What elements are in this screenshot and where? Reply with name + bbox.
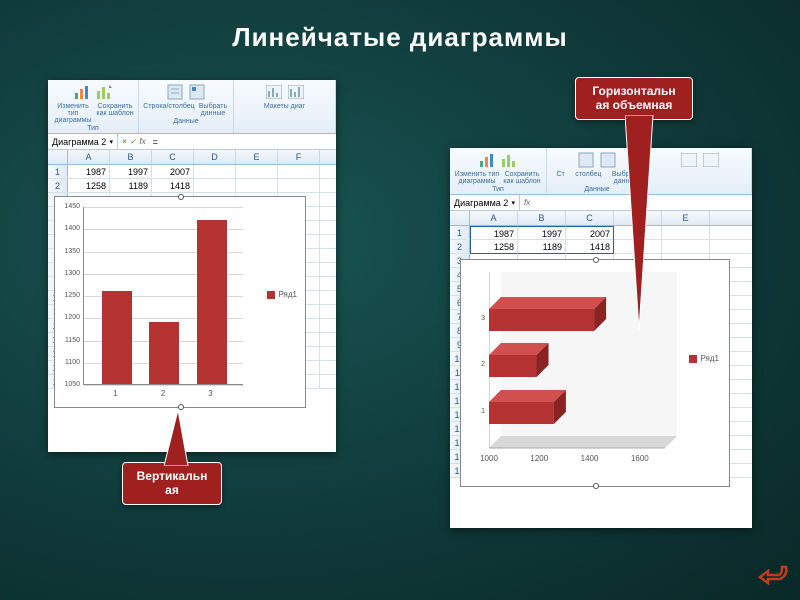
- cell[interactable]: 1418: [152, 179, 194, 193]
- change-chart-type-icon[interactable]: [72, 82, 92, 102]
- fx-icon[interactable]: fx: [139, 137, 145, 146]
- y-category-label: 3: [461, 315, 485, 322]
- fx-icon[interactable]: fx: [524, 198, 530, 207]
- switch-row-col-icon[interactable]: [576, 150, 596, 170]
- ribbon-label[interactable]: Изменить тип диаграммы: [454, 171, 500, 185]
- chart-bar[interactable]: [149, 322, 179, 384]
- chart-bar[interactable]: [102, 291, 132, 384]
- ribbon-label[interactable]: Сохранить как шаблон: [96, 103, 134, 124]
- callout-horizontal-3d: Горизонтальн ая объемная: [575, 77, 693, 120]
- save-template-icon[interactable]: [499, 150, 519, 170]
- cell[interactable]: [662, 240, 710, 254]
- cancel-icon[interactable]: ×: [122, 137, 127, 146]
- ribbon-label[interactable]: Строка/столбец: [143, 103, 195, 117]
- layout-icon[interactable]: [264, 82, 284, 102]
- cell[interactable]: 1987: [68, 165, 110, 179]
- ribbon-label[interactable]: Выбрать данные: [197, 103, 229, 117]
- ribbon-group-name: Данные: [584, 186, 609, 193]
- y-category-label: 1: [461, 408, 485, 415]
- callout-text: Горизонтальн ая объемная: [575, 77, 693, 120]
- ribbon-group-name: Макеты диаг: [264, 103, 305, 110]
- cell[interactable]: [194, 179, 236, 193]
- ribbon: Изменить тип диаграммы Сохранить как шаб…: [450, 148, 752, 195]
- spreadsheet-grid[interactable]: ABCDE11987199720072125811891418345678910…: [450, 211, 752, 478]
- y-tick-label: 1300: [55, 270, 80, 277]
- x-tick-label: 3: [203, 389, 219, 398]
- cell[interactable]: 1987: [470, 226, 518, 240]
- callout-vertical: Вертикальн ая: [122, 462, 222, 505]
- cell[interactable]: 1997: [518, 226, 566, 240]
- excel-window-left: Изменить тип диаграммы Сохранить как шаб…: [48, 80, 336, 452]
- y-tick-label: 1350: [55, 248, 80, 255]
- nav-back-icon[interactable]: [758, 563, 790, 592]
- cell[interactable]: [662, 226, 710, 240]
- legend-item: Ряд1: [267, 290, 297, 299]
- cell[interactable]: 1258: [470, 240, 518, 254]
- ribbon-group-name: Тип: [87, 125, 99, 132]
- layout-icon[interactable]: [701, 150, 721, 170]
- x-tick-label: 1200: [525, 454, 553, 463]
- y-tick-label: 1150: [55, 337, 80, 344]
- chart-bar-3d[interactable]: [489, 297, 608, 338]
- formula-bar: Диаграмма 2▾ fx: [450, 195, 752, 211]
- cell[interactable]: 1189: [110, 179, 152, 193]
- name-box[interactable]: Диаграмма 2▾: [450, 195, 520, 210]
- change-chart-type-icon[interactable]: [477, 150, 497, 170]
- cell[interactable]: [278, 165, 320, 179]
- cell[interactable]: [278, 179, 320, 193]
- embedded-chart-vertical[interactable]: 1050 1100 1150 1200 1250 1300 1350 1400 1450 1 2 3 Р…: [54, 196, 306, 408]
- ribbon-label[interactable]: Изменить тип диаграммы: [52, 103, 94, 124]
- chart-bar[interactable]: [197, 220, 227, 384]
- layout-icon[interactable]: [679, 150, 699, 170]
- x-tick-label: 1: [108, 389, 124, 398]
- y-tick-label: 1050: [55, 381, 80, 388]
- embedded-chart-horizontal-3d[interactable]: 3 2 1 1000 1200 1400 1600 Ряд1: [460, 259, 730, 487]
- x-tick-label: 2: [155, 389, 171, 398]
- ribbon-label[interactable]: Сохранить как шаблон: [502, 171, 542, 185]
- ribbon-group-data: Строка/столбец Выбрать данные Данные: [139, 80, 234, 133]
- ribbon: Изменить тип диаграммы Сохранить как шаб…: [48, 80, 336, 134]
- select-data-icon[interactable]: [598, 150, 618, 170]
- legend-item: Ряд1: [689, 354, 719, 363]
- y-category-label: 2: [461, 361, 485, 368]
- chart-bar-3d[interactable]: [489, 343, 551, 384]
- save-template-icon[interactable]: [94, 82, 114, 102]
- cell[interactable]: 1189: [518, 240, 566, 254]
- cell[interactable]: 2007: [566, 226, 614, 240]
- cell[interactable]: [194, 165, 236, 179]
- formula-bar: Диаграмма 2▾ × ✓ fx =: [48, 134, 336, 150]
- callout-text: Вертикальн ая: [122, 462, 222, 505]
- cell[interactable]: [236, 165, 278, 179]
- cell[interactable]: 1258: [68, 179, 110, 193]
- spreadsheet-grid[interactable]: ABCDEF1198719972007212581189141834567891…: [48, 150, 336, 389]
- excel-window-right: Изменить тип диаграммы Сохранить как шаб…: [450, 148, 752, 528]
- select-data-icon[interactable]: [187, 82, 207, 102]
- y-tick-label: 1250: [55, 292, 80, 299]
- slide-title: Линейчатые диаграммы: [0, 0, 800, 53]
- switch-row-col-icon[interactable]: [165, 82, 185, 102]
- chart-bar-3d[interactable]: [489, 390, 568, 431]
- x-tick-label: 1400: [576, 454, 604, 463]
- ribbon-group-layouts: Макеты диаг: [234, 80, 336, 133]
- y-tick-label: 1200: [55, 314, 80, 321]
- ribbon-group-name: Данные: [173, 118, 198, 125]
- y-tick-label: 1400: [55, 225, 80, 232]
- ribbon-group-type: Изменить тип диаграммы Сохранить как шаб…: [450, 148, 547, 194]
- x-tick-label: 1000: [475, 454, 503, 463]
- y-tick-label: 1100: [55, 359, 80, 366]
- layout-icon[interactable]: [286, 82, 306, 102]
- ribbon-label[interactable]: Стxxxстолбец: [551, 171, 607, 185]
- formula-value: =: [153, 137, 158, 147]
- ribbon-group-name: Тип: [492, 186, 504, 193]
- cell[interactable]: 1997: [110, 165, 152, 179]
- cell[interactable]: 2007: [152, 165, 194, 179]
- y-tick-label: 1450: [55, 203, 80, 210]
- cell[interactable]: [236, 179, 278, 193]
- ribbon-group-type: Изменить тип диаграммы Сохранить как шаб…: [48, 80, 139, 133]
- name-box[interactable]: Диаграмма 2▾: [48, 134, 118, 149]
- ok-icon[interactable]: ✓: [130, 137, 137, 146]
- x-tick-label: 1600: [626, 454, 654, 463]
- cell[interactable]: 1418: [566, 240, 614, 254]
